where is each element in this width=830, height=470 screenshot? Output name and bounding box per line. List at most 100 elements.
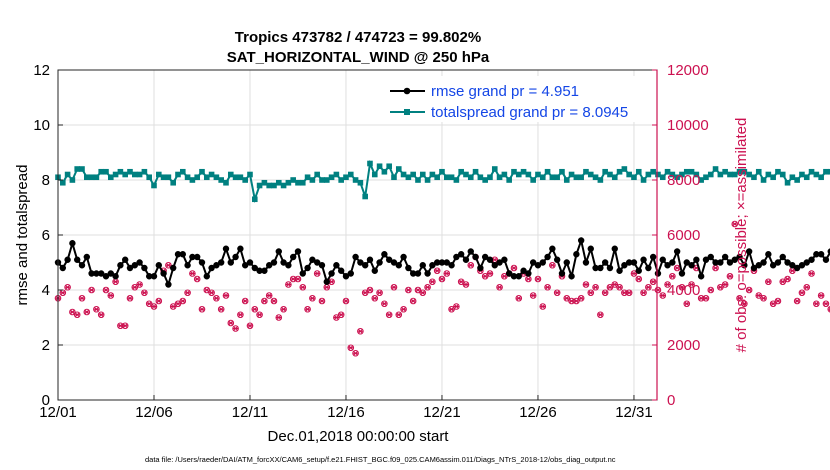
series-point	[280, 259, 287, 266]
obs-assimilated-mark	[823, 301, 829, 307]
obs-point	[69, 308, 76, 316]
series-point	[587, 171, 594, 178]
obs-assimilated-mark	[818, 293, 824, 298]
series-point	[443, 174, 450, 181]
obs-point	[371, 294, 379, 302]
obs-point	[616, 283, 623, 291]
series-point	[107, 174, 114, 181]
obs-assimilated-mark	[544, 284, 551, 290]
series-point	[237, 245, 244, 252]
obs-assimilated-mark	[688, 282, 695, 287]
series-point	[745, 248, 753, 255]
legend-spread-label: totalspread grand pr = 8.0945	[431, 104, 628, 121]
series-point	[400, 171, 407, 178]
obs-assimilated-mark	[136, 282, 143, 287]
obs-point	[678, 283, 686, 291]
obs-point	[486, 270, 494, 277]
series-point	[179, 168, 186, 175]
obs-assimilated-mark	[165, 262, 171, 268]
series-point	[794, 177, 800, 183]
series-point	[391, 174, 397, 181]
series-point	[352, 177, 359, 183]
obs-assimilated-mark	[194, 276, 200, 282]
obs-point	[539, 303, 547, 310]
obs-point	[529, 292, 537, 299]
obs-points	[54, 220, 830, 357]
obs-point	[779, 278, 787, 286]
series-point	[290, 177, 296, 183]
series-point	[203, 174, 210, 181]
series-point	[150, 273, 158, 280]
series-point	[650, 168, 656, 175]
obs-assimilated-mark	[184, 290, 191, 296]
obs-assimilated-mark	[717, 284, 723, 290]
series-point	[712, 166, 719, 172]
series-point	[285, 179, 292, 186]
obs-assimilated-mark	[266, 293, 272, 298]
series-point	[337, 267, 345, 274]
series-point	[578, 174, 584, 181]
series-point	[813, 251, 820, 258]
obs-assimilated-mark	[487, 271, 493, 276]
obs-point	[390, 283, 398, 291]
series-point	[179, 251, 186, 258]
obs-point	[64, 283, 71, 291]
series-point	[793, 264, 801, 272]
obs-point	[688, 281, 695, 288]
series-point	[616, 168, 623, 175]
series-point	[505, 270, 513, 277]
series-point	[697, 273, 705, 280]
series-point	[673, 248, 681, 255]
series-point	[318, 262, 326, 269]
series-point	[645, 171, 652, 178]
obs-assimilated-mark	[573, 298, 579, 304]
obs-assimilated-mark	[146, 301, 152, 307]
series-point	[69, 240, 76, 247]
obs-point	[299, 283, 307, 291]
series-point	[803, 174, 810, 181]
series-point	[621, 262, 628, 269]
obs-assimilated-mark	[612, 282, 618, 287]
y-tick-label-left: 4	[42, 282, 50, 299]
y-tick-label-left: 10	[33, 117, 50, 134]
obs-point	[309, 294, 316, 302]
obs-assimilated-mark	[732, 221, 738, 227]
series-point	[352, 253, 359, 261]
obs-point	[808, 270, 815, 277]
obs-assimilated-mark	[722, 282, 728, 287]
obs-point	[481, 272, 489, 280]
series-point	[121, 256, 129, 263]
series-point	[755, 262, 762, 269]
series-point	[640, 177, 647, 183]
obs-assimilated-mark	[324, 284, 330, 290]
series-point	[409, 270, 417, 277]
series-point	[669, 259, 676, 266]
obs-assimilated-mark	[74, 312, 80, 318]
obs-point	[745, 286, 753, 294]
series-point	[64, 171, 71, 178]
series-point	[535, 171, 541, 178]
series-point	[395, 262, 402, 269]
series-point	[607, 171, 613, 178]
obs-point	[731, 220, 739, 228]
obs-assimilated-mark	[304, 306, 311, 312]
series-point	[520, 168, 527, 175]
series-point	[712, 259, 719, 266]
obs-point	[342, 297, 350, 305]
obs-point	[83, 308, 91, 316]
series-point	[208, 264, 215, 272]
series-point	[294, 248, 302, 255]
series-point	[799, 171, 805, 178]
series-point	[319, 177, 325, 183]
obs-point	[601, 289, 609, 297]
obs-assimilated-mark	[650, 279, 656, 285]
series-point	[385, 256, 393, 263]
obs-assimilated-mark	[602, 290, 608, 296]
obs-point	[376, 289, 383, 297]
obs-point	[592, 283, 599, 291]
series-point	[640, 256, 647, 263]
obs-assimilated-mark	[554, 290, 560, 296]
obs-assimilated-mark	[108, 293, 114, 298]
series-point	[573, 174, 580, 181]
series-point	[457, 251, 465, 258]
